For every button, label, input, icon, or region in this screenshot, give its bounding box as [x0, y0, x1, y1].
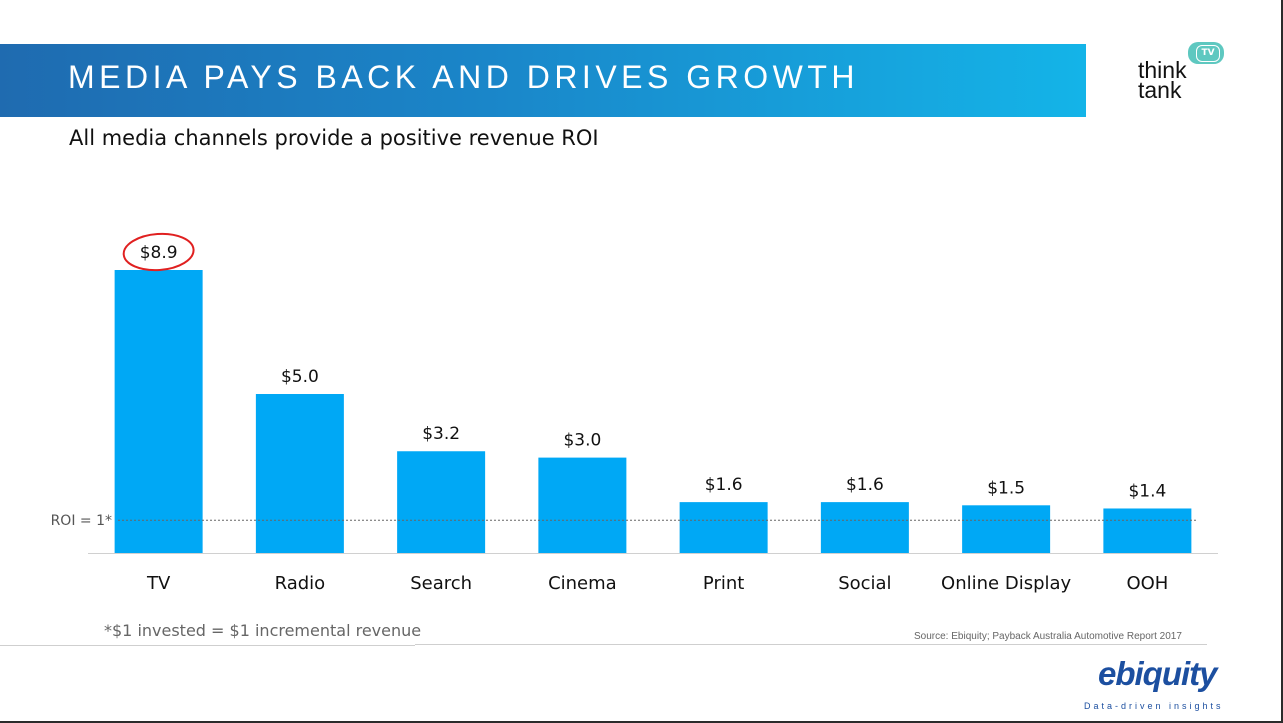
bar-cinema	[538, 457, 627, 553]
bar-radio	[255, 394, 344, 553]
footnote: *$1 invested = $1 incremental revenue	[104, 621, 422, 640]
category-label: TV	[146, 573, 171, 594]
bar-social	[820, 502, 909, 553]
category-label: Print	[703, 573, 744, 594]
value-label: $1.5	[987, 478, 1025, 498]
source-divider	[415, 644, 1207, 645]
thinktv-word-2: tank	[1138, 77, 1182, 103]
value-label: $3.2	[422, 424, 460, 444]
category-label: Social	[838, 573, 891, 594]
footnote-divider	[0, 645, 415, 646]
chart-subtitle: All media channels provide a positive re…	[69, 126, 599, 150]
thinktv-logo: TV think tank	[1128, 38, 1238, 108]
ebiquity-logo: ebiquity	[1098, 655, 1218, 692]
category-label: Search	[410, 573, 472, 594]
labels-group: $8.9 TV $5.0 Radio $3.2 Search $3.0 Cinema $1.6 P…	[122, 232, 1168, 594]
category-label: OOH	[1126, 573, 1168, 594]
bar-online-display	[962, 505, 1051, 553]
value-label: $1.6	[705, 475, 743, 495]
thinktv-word-1: think	[1138, 57, 1187, 83]
tv-bubble-label: TV	[1196, 45, 1220, 62]
value-label: $8.9	[140, 243, 178, 263]
highlight-circle	[122, 232, 195, 272]
value-label: $1.4	[1128, 481, 1166, 501]
roi-reference-label: ROI = 1*	[51, 513, 112, 529]
category-label: Cinema	[548, 573, 617, 594]
value-label: $1.6	[846, 475, 884, 495]
bar-ooh	[1103, 508, 1192, 553]
bar-tv	[114, 270, 203, 553]
bar-search	[397, 451, 486, 553]
bar-print	[679, 502, 768, 553]
page-title: MEDIA PAYS BACK AND DRIVES GROWTH	[68, 59, 859, 95]
tv-bubble-icon: TV	[1188, 42, 1224, 64]
ebiquity-tagline: Data-driven insights	[1084, 701, 1224, 711]
value-label: $3.0	[563, 431, 601, 451]
source-note: Source: Ebiquity; Payback Australia Auto…	[914, 631, 1182, 642]
value-label: $5.0	[281, 367, 319, 387]
category-label: Radio	[275, 573, 326, 594]
category-label: Online Display	[941, 573, 1071, 594]
title-bar: MEDIA PAYS BACK AND DRIVES GROWTH	[0, 44, 1086, 117]
bars-group	[114, 270, 1192, 553]
